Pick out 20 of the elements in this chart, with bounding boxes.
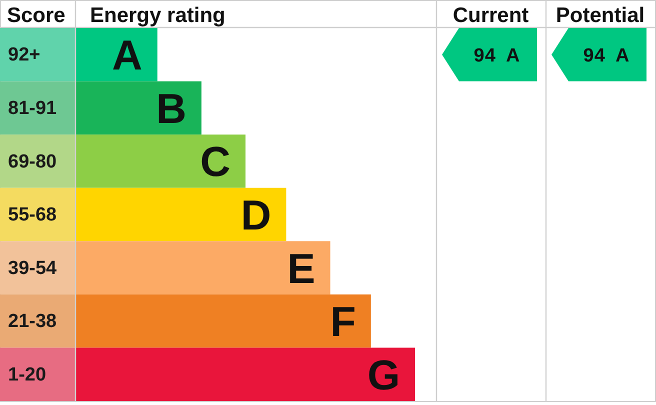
annotation: E bbox=[287, 244, 316, 292]
y-tick-label: 92+ bbox=[8, 44, 40, 66]
text: Potential bbox=[556, 4, 645, 27]
y-tick-label: 39-54 bbox=[8, 258, 58, 279]
y-tick-label: 69-80 bbox=[8, 151, 57, 172]
text: Current bbox=[452, 4, 529, 27]
annotation: A bbox=[112, 32, 142, 79]
annotation: C bbox=[200, 138, 230, 186]
y-tick-label: 1-20 bbox=[8, 364, 46, 386]
x-axis-title: Energy rating bbox=[90, 4, 226, 27]
y-tick-label: 55-68 bbox=[8, 204, 57, 226]
annotation: D bbox=[240, 192, 272, 238]
text: 94 A bbox=[474, 46, 520, 67]
annotation: B bbox=[156, 84, 186, 132]
y-axis-title: Score bbox=[7, 4, 66, 27]
annotation: F bbox=[330, 298, 356, 346]
text: 94 A bbox=[583, 46, 630, 67]
y-tick-label: 81-91 bbox=[8, 98, 58, 120]
annotation: G bbox=[367, 351, 400, 398]
y-tick-label: 21-38 bbox=[8, 311, 57, 332]
